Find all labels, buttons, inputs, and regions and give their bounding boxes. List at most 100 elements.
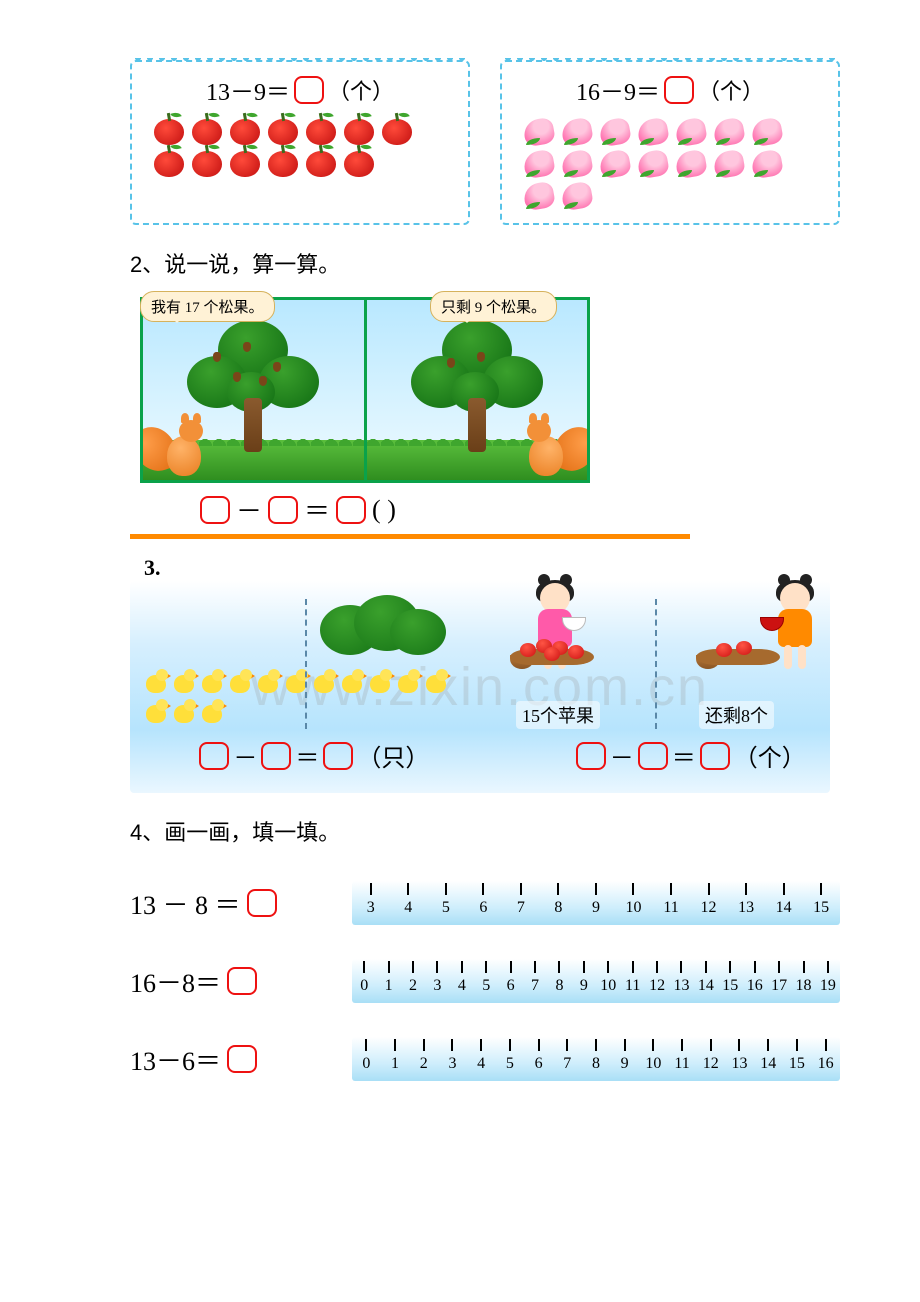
tick: 5 (496, 1037, 525, 1081)
chick-icon (396, 669, 424, 695)
peach-icon (712, 115, 746, 145)
chick-icon (172, 699, 200, 725)
tick: 8 (547, 959, 571, 1003)
apple-icon (342, 147, 376, 177)
tick: 11 (620, 959, 644, 1003)
tick: 2 (409, 1037, 438, 1081)
answer-box[interactable] (227, 1045, 257, 1073)
squirrel-icon (149, 416, 207, 476)
numberline-row: 13－6＝012345678910111213141516 (130, 1037, 840, 1081)
tick: 15 (718, 959, 742, 1003)
tick: 12 (690, 881, 728, 925)
tick: 18 (791, 959, 815, 1003)
tick: 11 (668, 1037, 697, 1081)
numberline-row: 13 － 8 ＝3456789101112131415 (130, 881, 840, 925)
answer-box[interactable] (261, 742, 291, 770)
answer-box[interactable] (199, 742, 229, 770)
tick: 9 (610, 1037, 639, 1081)
tick: 2 (401, 959, 425, 1003)
q4-title: 4、画一画，填一填。 (130, 815, 840, 847)
peach-icon (522, 179, 556, 209)
tick: 7 (553, 1037, 582, 1081)
tick: 10 (596, 959, 620, 1003)
peach-icon (674, 115, 708, 145)
answer-box[interactable] (664, 76, 694, 104)
answer-box[interactable] (200, 496, 230, 524)
q3-scene: www.zixin.com.cn － ＝ （只） (130, 581, 830, 793)
peach-icon (636, 147, 670, 177)
tick: 4 (390, 881, 428, 925)
peach-icon (636, 115, 670, 145)
tick: 15 (802, 881, 840, 925)
apple-icon (380, 115, 414, 145)
apple-icon (266, 115, 300, 145)
tick: 16 (743, 959, 767, 1003)
apple-icon (304, 115, 338, 145)
answer-box[interactable] (336, 496, 366, 524)
peach-icon (750, 115, 784, 145)
tick: 0 (352, 1037, 381, 1081)
eq-lhs: 16－8＝ (130, 963, 221, 1000)
apples-label-right: 还剩8个 (699, 701, 774, 729)
apple-icon (228, 147, 262, 177)
tick: 6 (498, 959, 522, 1003)
eq-unit: （个） (734, 738, 806, 773)
chick-icon (144, 669, 172, 695)
apple-icon (152, 147, 186, 177)
squirrel-icon (523, 416, 581, 476)
tick: 4 (450, 959, 474, 1003)
dashed-divider (305, 599, 307, 729)
tick: 3 (438, 1037, 467, 1081)
tick: 5 (427, 881, 465, 925)
tick: 8 (582, 1037, 611, 1081)
chick-icon (424, 669, 452, 695)
q2-equation: － ＝ ( ) (200, 491, 840, 528)
peach-icon (598, 147, 632, 177)
chick-icon (256, 669, 284, 695)
tick: 15 (783, 1037, 812, 1081)
peach-icon (560, 115, 594, 145)
answer-box[interactable] (323, 742, 353, 770)
chick-icon (368, 669, 396, 695)
tick: 0 (352, 959, 376, 1003)
apple-icon (190, 147, 224, 177)
tick: 13 (669, 959, 693, 1003)
banner-peaches: 16－9＝ （个） (500, 60, 840, 225)
squirrel-scene (140, 297, 590, 483)
answer-box[interactable] (576, 742, 606, 770)
peach-icon (750, 147, 784, 177)
answer-box[interactable] (638, 742, 668, 770)
tick: 14 (765, 881, 803, 925)
apple-icon (228, 115, 262, 145)
answer-box[interactable] (268, 496, 298, 524)
speech-bubble-left: 我有 17 个松果。 (140, 291, 275, 322)
peach-icon (522, 115, 556, 145)
tick: 9 (572, 959, 596, 1003)
chick-icon (284, 669, 312, 695)
divider (130, 534, 690, 539)
answer-box[interactable] (294, 76, 324, 104)
chick-icon (172, 669, 200, 695)
chick-icon (228, 669, 256, 695)
number-line: 012345678910111213141516 (352, 1037, 840, 1081)
apple-icon (190, 115, 224, 145)
answer-box[interactable] (247, 889, 277, 917)
peach-icon (712, 147, 746, 177)
eq-unit: （只） (357, 738, 429, 773)
answer-box[interactable] (700, 742, 730, 770)
answer-box[interactable] (227, 967, 257, 995)
tick: 6 (524, 1037, 553, 1081)
eq-lhs: 13－9＝ (206, 72, 290, 107)
q3-apples-equation: － ＝ （个） (576, 738, 806, 773)
q3-chicks-equation: － ＝ （只） (199, 738, 429, 773)
tick: 11 (652, 881, 690, 925)
q3-number: 3. (130, 549, 830, 581)
eq-lhs: 13 － 8 ＝ (130, 885, 241, 922)
tick: 8 (540, 881, 578, 925)
basket-partial-icon (696, 649, 780, 703)
tick: 14 (694, 959, 718, 1003)
tick: 14 (754, 1037, 783, 1081)
banner-apples: 13－9＝ （个） (130, 60, 470, 225)
tick: 1 (376, 959, 400, 1003)
eq-unit: ( ) (372, 495, 396, 525)
